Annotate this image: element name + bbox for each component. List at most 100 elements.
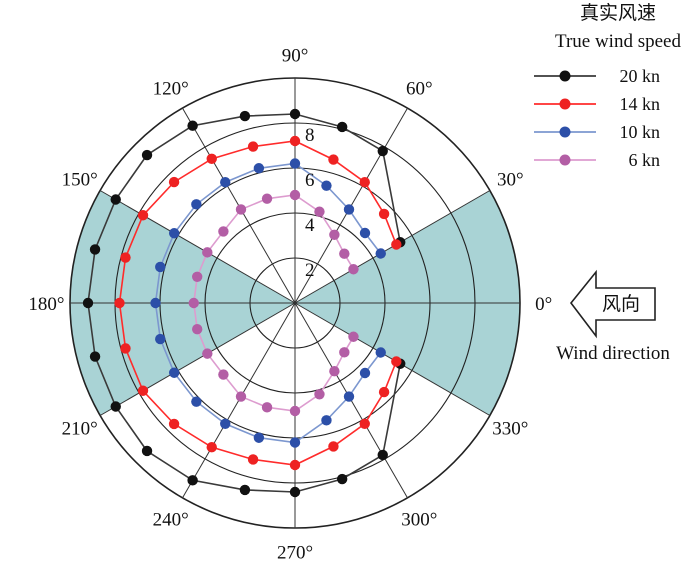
- legend-label: 10 kn: [620, 122, 661, 142]
- angle-tick-label: 180°: [28, 294, 64, 315]
- data-point: [110, 194, 121, 205]
- series-10-kn: [150, 158, 386, 448]
- data-point: [348, 331, 359, 342]
- data-point: [343, 204, 355, 215]
- data-point: [202, 348, 213, 359]
- data-point: [82, 297, 94, 309]
- data-point: [321, 415, 332, 426]
- legend-marker: [559, 70, 571, 82]
- data-point: [359, 176, 370, 188]
- data-point: [329, 365, 340, 377]
- data-point: [150, 297, 161, 309]
- data-point: [235, 391, 247, 402]
- angle-tick-label: 120°: [153, 79, 189, 100]
- data-point: [375, 248, 386, 259]
- angle-tick-label: 270°: [277, 543, 313, 564]
- data-point: [141, 149, 153, 161]
- data-point: [168, 367, 180, 378]
- legend-item: 10 kn: [534, 122, 660, 142]
- legend-item: 20 kn: [534, 66, 660, 86]
- data-point: [336, 473, 348, 485]
- radial-tick-label: 8: [305, 125, 315, 146]
- legend-item: 14 kn: [534, 94, 660, 114]
- data-point: [206, 441, 217, 453]
- data-point: [339, 248, 350, 259]
- legend-marker: [559, 154, 571, 166]
- angle-tick-label: 240°: [153, 509, 189, 530]
- data-point: [218, 369, 229, 380]
- angle-tick-label: 210°: [62, 418, 98, 439]
- data-point: [377, 449, 388, 461]
- legend-label: 14 kn: [620, 94, 661, 114]
- data-point: [329, 229, 340, 241]
- data-point: [359, 367, 371, 379]
- data-point: [261, 402, 273, 413]
- data-point: [314, 206, 325, 217]
- radial-tick-label: 4: [305, 215, 315, 236]
- angle-tick-label: 30°: [497, 170, 524, 191]
- data-point: [336, 121, 348, 133]
- data-point: [218, 226, 229, 237]
- legend-items: 20 kn 14 kn 10 kn 6 kn: [534, 66, 660, 170]
- data-point: [120, 252, 131, 263]
- data-point: [289, 158, 301, 169]
- angle-tick-label: 60°: [406, 79, 433, 100]
- data-point: [343, 391, 355, 402]
- series-6-kn: [188, 189, 359, 417]
- data-point: [378, 208, 390, 220]
- data-point: [289, 135, 301, 147]
- radial-labels: 2 4 6 8: [305, 125, 315, 281]
- legend: 真实风速 True wind speed 20 kn 14 kn 10 kn 6 kn: [534, 2, 681, 170]
- data-point: [359, 227, 371, 239]
- data-point: [206, 153, 217, 165]
- data-point: [110, 401, 121, 412]
- data-point: [289, 437, 301, 448]
- data-point: [137, 210, 149, 221]
- data-point: [114, 297, 125, 309]
- angle-tick-label: 330°: [492, 418, 528, 439]
- data-point: [192, 324, 203, 335]
- angle-tick-label: 0°: [535, 294, 552, 315]
- data-point: [391, 356, 402, 367]
- data-point: [247, 454, 259, 465]
- angle-labels: 0° 30° 60° 90° 120° 150° 180° 210° 240° 270° 300° 3…: [28, 45, 552, 563]
- data-point: [155, 261, 166, 273]
- data-point: [321, 180, 332, 191]
- data-point: [377, 145, 388, 157]
- data-point: [120, 343, 131, 354]
- wind-direction-label: Wind direction: [556, 343, 670, 364]
- data-point: [187, 120, 198, 131]
- series-layer: [82, 108, 406, 498]
- data-point: [168, 418, 180, 430]
- data-point: [359, 418, 370, 430]
- data-point: [187, 475, 198, 486]
- angle-tick-label: 300°: [401, 509, 437, 530]
- grid-spoke: [99, 302, 296, 416]
- angle-tick-label: 150°: [62, 170, 98, 191]
- data-point: [89, 351, 101, 362]
- legend-label: 6 kn: [629, 150, 661, 170]
- data-point: [192, 271, 203, 282]
- data-point: [247, 141, 259, 152]
- data-point: [239, 110, 251, 122]
- data-point: [202, 247, 213, 258]
- legend-title-cn: 真实风速: [580, 2, 656, 24]
- data-point: [168, 228, 180, 239]
- legend-item: 6 kn: [534, 150, 660, 170]
- data-point: [253, 432, 265, 443]
- data-point: [261, 193, 273, 204]
- data-point: [168, 176, 180, 188]
- wind-arrow-label: 风向: [602, 293, 640, 315]
- data-point: [328, 441, 339, 452]
- angle-tick-label: 90°: [282, 45, 309, 66]
- data-point: [191, 199, 202, 210]
- data-point: [289, 459, 301, 471]
- data-point: [155, 333, 166, 345]
- data-point: [339, 347, 350, 358]
- data-point: [348, 264, 359, 275]
- radial-tick-label: 6: [305, 170, 315, 191]
- data-point: [314, 389, 325, 400]
- data-point: [235, 204, 247, 215]
- data-point: [220, 418, 231, 430]
